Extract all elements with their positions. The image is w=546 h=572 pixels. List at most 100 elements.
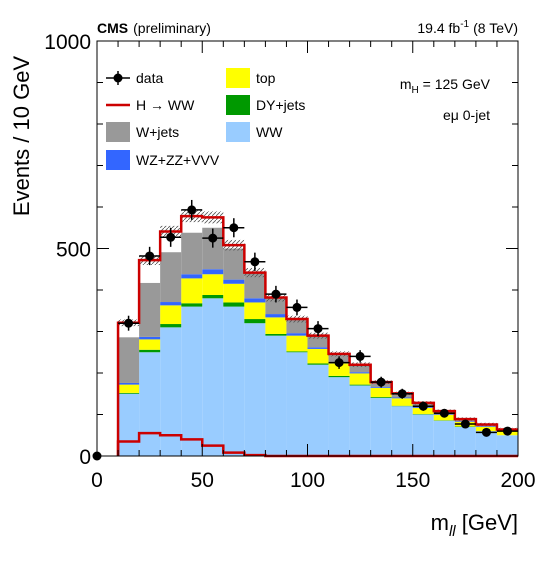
data-point-17 — [454, 419, 476, 429]
data-point-marker — [334, 358, 344, 368]
legend-box-swatch — [226, 95, 250, 115]
bar-wz_zz_vvv-3 — [181, 274, 203, 279]
legend-label-wz_zz_vvv: WZ+ZZ+VVV — [136, 152, 220, 168]
bar-ww-10 — [328, 377, 350, 456]
bar-top-6 — [244, 302, 266, 320]
bar-dyjets-7 — [265, 333, 287, 336]
header-experiment-status: CMS (preliminary) — [97, 20, 211, 36]
bar-wjets-8 — [286, 319, 308, 334]
legend-box-swatch — [106, 150, 130, 170]
data-point-marker — [166, 232, 176, 242]
bar-wjets-9 — [307, 335, 329, 348]
legend-marker-dot — [113, 73, 123, 83]
bar-ww-17 — [475, 431, 497, 456]
data-point-marker — [418, 401, 428, 411]
y-tick-label-0: 0 — [79, 446, 91, 469]
data-point-12 — [349, 350, 371, 363]
data-point-marker — [208, 233, 218, 243]
bar-ww-11 — [349, 385, 371, 456]
legend-item-signal: H → WW — [106, 97, 195, 113]
data-point-9 — [286, 299, 308, 316]
bar-wjets-5 — [223, 248, 245, 280]
bar-ww-4 — [202, 298, 224, 456]
axes-layer: 0 50 100 150 200 0 500 1000 — [44, 31, 535, 492]
bar-top-12 — [370, 387, 392, 398]
data-layer — [92, 199, 518, 461]
data-point-8 — [265, 285, 287, 303]
bar-top-11 — [349, 373, 371, 385]
data-point-marker — [313, 324, 323, 334]
bar-ww-16 — [454, 426, 476, 456]
bar-wjets-2 — [160, 252, 182, 303]
mass-sub: H — [412, 85, 419, 96]
data-point-marker — [271, 289, 281, 299]
bar-top-7 — [265, 317, 287, 334]
bar-top-8 — [286, 335, 308, 352]
bar-ww-7 — [265, 335, 287, 456]
bar-wz_zz_vvv-6 — [244, 298, 266, 303]
bar-ww-0 — [118, 393, 140, 456]
bar-ww-9 — [307, 364, 329, 456]
bar-top-13 — [391, 398, 413, 406]
data-point-1 — [118, 315, 140, 331]
bar-ww-18 — [496, 435, 518, 456]
bar-wjets-1 — [139, 282, 161, 337]
bar-ww-12 — [370, 397, 392, 456]
data-point-6 — [223, 218, 245, 238]
x-tick-label-1: 50 — [191, 469, 214, 492]
legend-item-data: data — [106, 70, 163, 86]
data-point-16 — [433, 408, 455, 418]
x-tick-label-2: 100 — [290, 469, 325, 492]
x-tick-label-3: 150 — [395, 469, 430, 492]
header-lumi-value: 19.4 fb — [417, 20, 460, 36]
bar-top-0 — [118, 384, 140, 393]
bar-ww-1 — [139, 352, 161, 456]
header-status: (preliminary) — [133, 20, 211, 36]
bar-wz_zz_vvv-0 — [118, 382, 140, 385]
data-point-marker — [355, 351, 365, 361]
data-point-marker — [439, 408, 449, 418]
legend-item-wjets: W+jets — [106, 122, 179, 142]
data-point-13 — [370, 376, 392, 388]
data-point-2 — [139, 246, 161, 266]
header-experiment: CMS — [97, 20, 128, 36]
data-point-11 — [328, 356, 350, 369]
bar-wjets-11 — [349, 364, 371, 373]
bar-ww-3 — [181, 306, 203, 456]
legend-label-top: top — [256, 70, 276, 86]
mass-value: = 125 GeV — [419, 76, 491, 92]
bar-top-2 — [160, 305, 182, 325]
bar-ww-6 — [244, 323, 266, 456]
legend-item-wz_zz_vvv: WZ+ZZ+VVV — [106, 150, 220, 170]
data-point-7 — [244, 252, 266, 271]
bar-top-4 — [202, 274, 224, 295]
x-axis-title-sub: ll — [449, 523, 456, 540]
legend-label-signal: H → WW — [136, 97, 195, 113]
x-axis-title-main: m — [431, 510, 449, 535]
legend-box-swatch — [226, 122, 250, 142]
x-axis-title-unit: [GeV] — [456, 510, 518, 535]
bar-top-1 — [139, 339, 161, 350]
bar-dyjets-3 — [181, 303, 203, 307]
legend: data top H → WW DY+jets W+jets WW WZ+ZZ+VVV — [106, 68, 305, 170]
x-axis-title: mll [GeV] — [431, 510, 518, 540]
legend-label-ww: WW — [256, 124, 283, 140]
bar-dyjets-6 — [244, 319, 266, 324]
bar-dyjets-1 — [139, 349, 161, 353]
legend-label-data: data — [136, 70, 163, 86]
bar-wz_zz_vvv-7 — [265, 314, 287, 318]
bar-top-3 — [181, 278, 203, 304]
data-point-3 — [160, 227, 182, 247]
mass-prefix: m — [400, 76, 412, 92]
x-tick-label-4: 200 — [500, 469, 535, 492]
data-point-marker — [292, 302, 302, 312]
bar-dyjets-0 — [118, 392, 140, 394]
data-point-marker — [229, 223, 239, 233]
y-axis-title: Events / 10 GeV — [9, 56, 34, 217]
bar-dyjets-8 — [286, 351, 308, 353]
data-point-18 — [475, 427, 497, 437]
header-lumi-exp: -1 — [460, 19, 469, 30]
bar-wz_zz_vvv-8 — [286, 333, 308, 336]
bar-ww-8 — [286, 352, 308, 456]
bar-top-5 — [223, 283, 245, 303]
